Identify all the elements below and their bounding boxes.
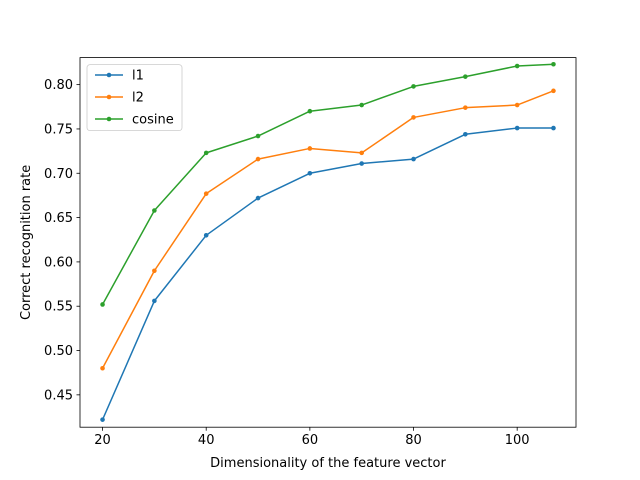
legend-marker <box>106 116 112 122</box>
data-point <box>203 233 209 238</box>
data-point <box>359 102 364 108</box>
y-tick-label: 0.70 <box>44 167 73 182</box>
data-point <box>255 195 261 201</box>
data-point <box>100 302 105 307</box>
y-tick-label: 0.50 <box>44 344 73 359</box>
legend-box <box>86 64 183 131</box>
data-point <box>255 133 261 139</box>
data-point <box>100 365 105 371</box>
data-point <box>411 84 416 89</box>
data-point <box>203 150 209 156</box>
legend-marker <box>106 94 112 100</box>
data-point <box>514 102 520 108</box>
x-tick-label: 80 <box>405 433 422 448</box>
y-tick-label: 0.75 <box>44 122 73 137</box>
x-tick-label: 20 <box>94 433 111 448</box>
y-tick-label: 0.55 <box>44 300 73 315</box>
legend-label: l1 <box>132 69 144 84</box>
y-axis-label: Correct recognition rate <box>19 165 34 320</box>
x-tick-label: 60 <box>302 433 319 448</box>
legend-label: l2 <box>132 91 144 106</box>
y-axis-ticks: 0.45 0.50 0.55 0.60 0.65 0.70 0.75 0.80 <box>44 78 80 403</box>
data-point <box>307 146 313 151</box>
legend-item-l2: l2 <box>95 91 144 106</box>
data-point <box>551 88 556 94</box>
data-point <box>463 74 468 79</box>
data-point <box>551 125 556 131</box>
legend-marker <box>106 72 112 78</box>
legend-item-l1: l1 <box>95 69 144 84</box>
x-tick-label: 100 <box>505 433 530 448</box>
data-point <box>514 63 520 69</box>
data-point <box>463 131 468 137</box>
series-l2 <box>100 88 556 371</box>
series-layer <box>100 61 556 422</box>
data-point <box>359 150 364 156</box>
x-tick-label: 40 <box>198 433 215 448</box>
y-tick-label: 0.60 <box>44 255 73 270</box>
data-point <box>100 417 105 422</box>
y-tick-label: 0.65 <box>44 211 73 226</box>
legend: l1 l2 cosine <box>86 64 183 131</box>
data-point <box>152 268 157 274</box>
series-line-l2 <box>101 89 555 370</box>
data-point <box>514 125 520 131</box>
legend-item-cosine: cosine <box>95 113 174 128</box>
data-point <box>152 298 157 304</box>
x-axis-ticks: 20 40 60 80 100 <box>94 427 530 448</box>
data-point <box>203 191 209 196</box>
series-l1 <box>100 125 556 422</box>
data-point <box>411 156 416 162</box>
x-axis-label: Dimensionality of the feature vector <box>210 456 446 471</box>
data-point <box>255 156 261 162</box>
data-point <box>551 61 556 67</box>
y-tick-label: 0.45 <box>44 388 73 403</box>
legend-label: cosine <box>132 113 174 128</box>
y-tick-label: 0.80 <box>44 78 73 93</box>
data-point <box>359 161 364 166</box>
data-point <box>152 208 157 213</box>
data-point <box>411 115 416 120</box>
axes-frame <box>79 57 577 428</box>
series-line-l1 <box>101 127 555 421</box>
series-cosine <box>100 61 556 307</box>
data-point <box>463 105 468 110</box>
data-point <box>307 108 313 114</box>
series-line-cosine <box>101 63 555 306</box>
data-point <box>307 170 313 176</box>
